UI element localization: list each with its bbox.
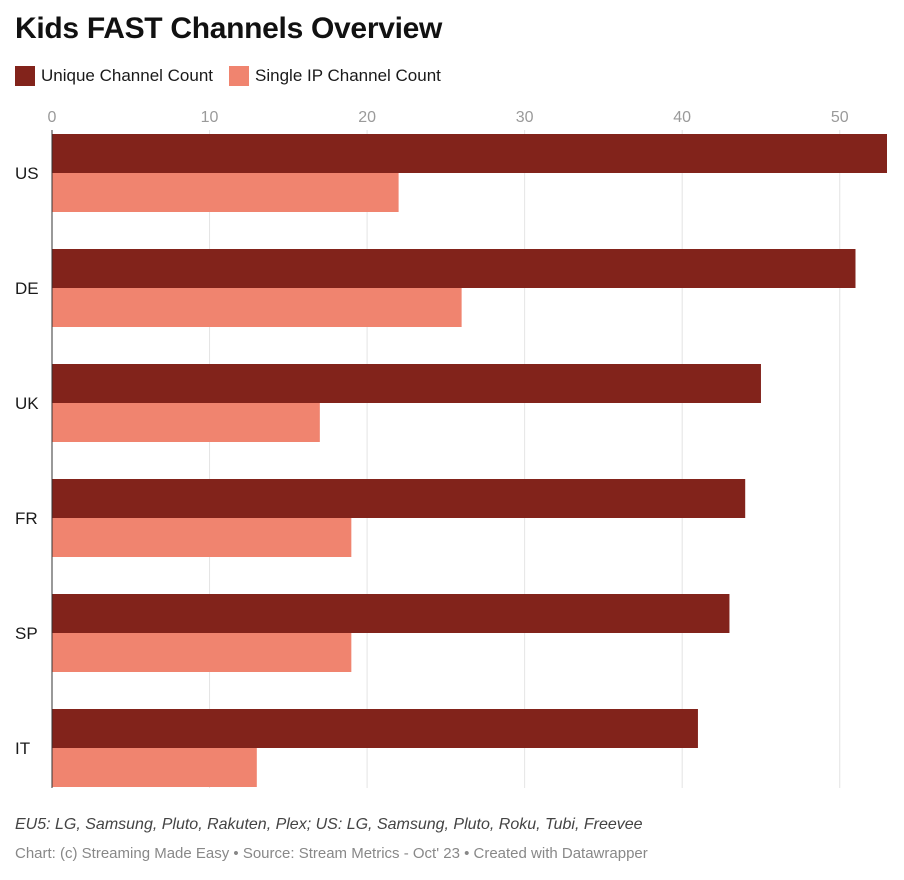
- bar-us-unique: [52, 134, 887, 173]
- x-tick-label-30: 30: [516, 109, 534, 126]
- x-tick-label-40: 40: [673, 109, 691, 126]
- chart-credit: Chart: (c) Streaming Made Easy • Source:…: [15, 845, 648, 862]
- bar-fr-single-ip: [52, 518, 352, 557]
- bar-fr-unique: [52, 479, 746, 518]
- legend-swatch-unique: [15, 66, 35, 86]
- legend: Unique Channel Count Single IP Channel C…: [15, 66, 441, 86]
- bar-de-unique: [52, 249, 856, 288]
- legend-label-unique: Unique Channel Count: [41, 66, 214, 85]
- x-tick-label-20: 20: [358, 109, 376, 126]
- legend-item-unique: Unique Channel Count: [15, 66, 213, 86]
- bar-sp-single-ip: [52, 633, 352, 672]
- category-label-de: DE: [15, 279, 39, 298]
- legend-label-single-ip: Single IP Channel Count: [255, 66, 441, 85]
- legend-swatch-single-ip: [229, 66, 250, 86]
- legend-item-single-ip: Single IP Channel Count: [229, 66, 441, 86]
- chart-notes: EU5: LG, Samsung, Pluto, Rakuten, Plex; …: [15, 816, 643, 833]
- bar-it-unique: [52, 709, 698, 748]
- bar-sp-unique: [52, 594, 730, 633]
- bar-us-single-ip: [52, 173, 399, 212]
- category-label-us: US: [15, 164, 39, 183]
- bar-de-single-ip: [52, 288, 462, 327]
- category-label-uk: UK: [15, 394, 39, 413]
- x-tick-label-50: 50: [831, 109, 849, 126]
- bar-uk-unique: [52, 364, 761, 403]
- x-tick-label-0: 0: [48, 109, 57, 126]
- bar-chart: 0 10 20 30 40 50 US DE UK FR SP IT: [15, 109, 887, 788]
- category-label-fr: FR: [15, 509, 38, 528]
- category-label-it: IT: [15, 739, 30, 758]
- x-tick-label-10: 10: [201, 109, 219, 126]
- bar-it-single-ip: [52, 748, 257, 787]
- category-label-sp: SP: [15, 624, 38, 643]
- bar-uk-single-ip: [52, 403, 320, 442]
- chart-title: Kids FAST Channels Overview: [15, 12, 443, 45]
